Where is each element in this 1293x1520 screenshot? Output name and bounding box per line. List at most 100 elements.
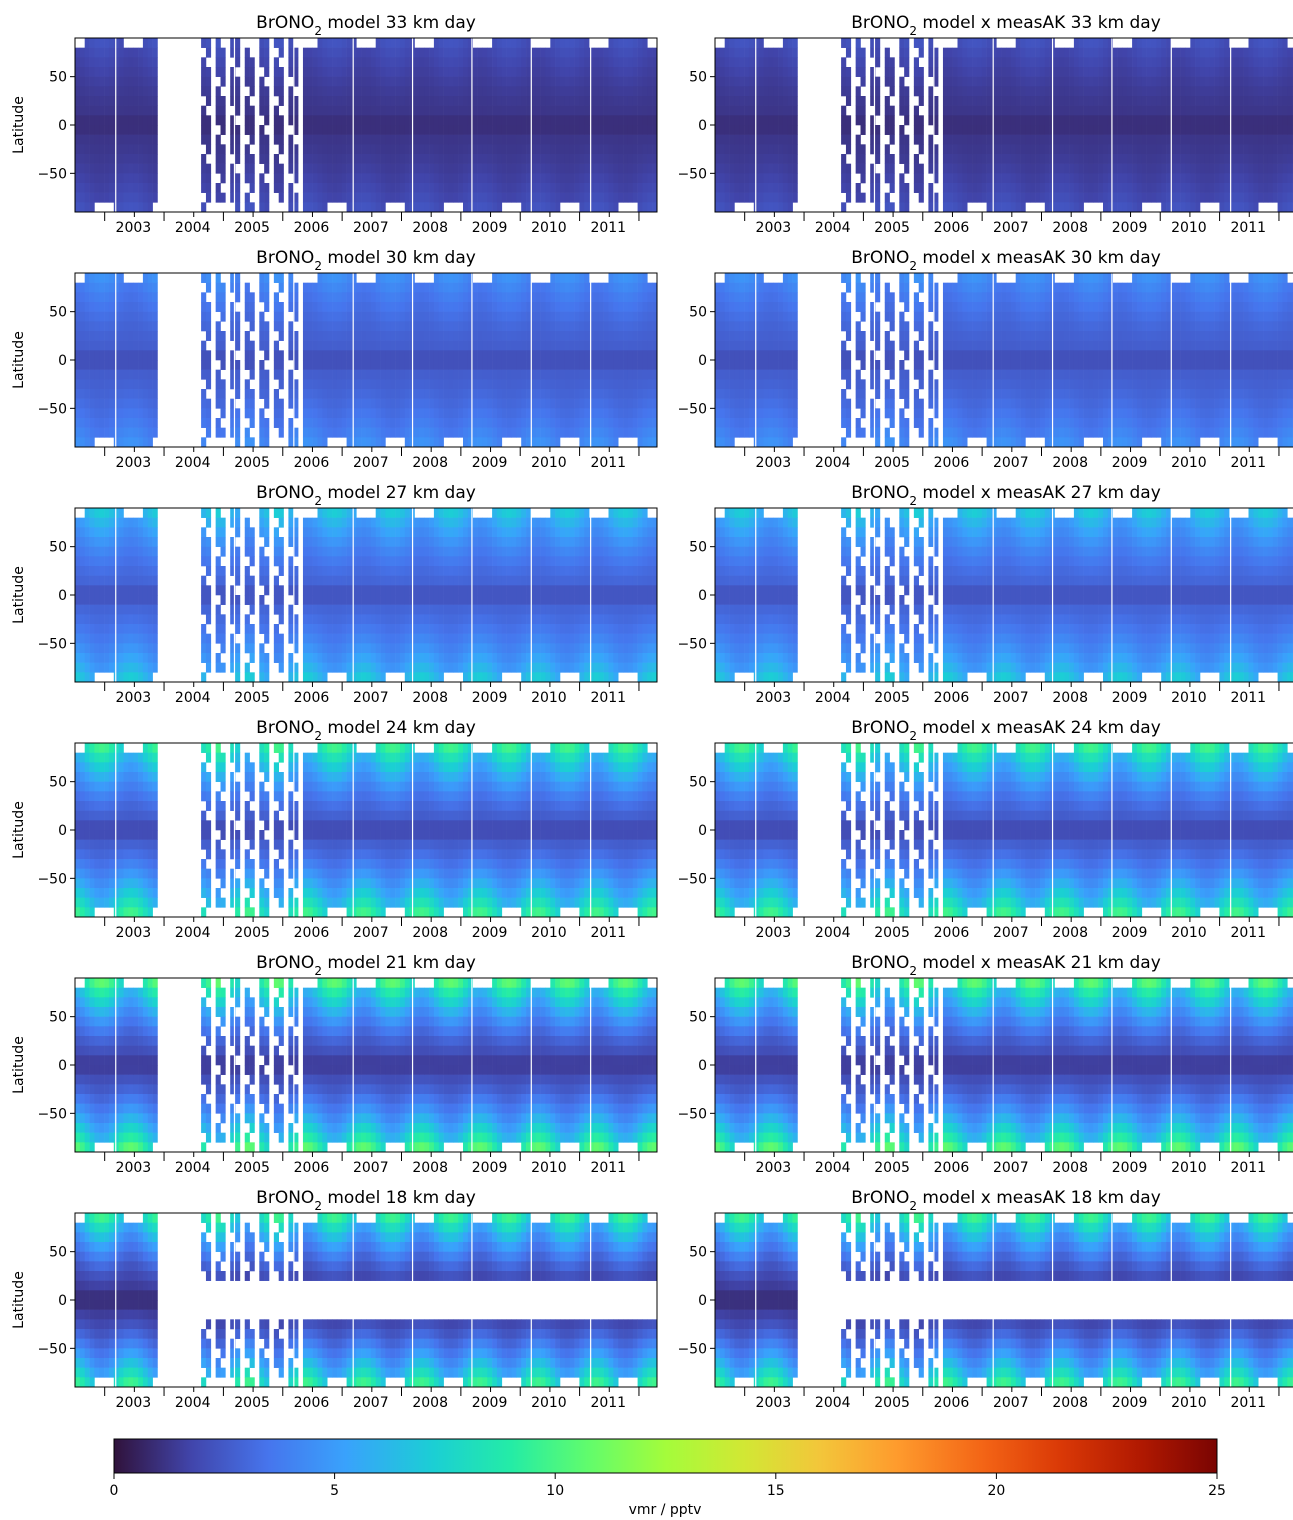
heatmap-cell <box>99 183 104 193</box>
heatmap-cell <box>216 370 221 380</box>
heatmap-cell <box>1287 48 1292 58</box>
heatmap-cell <box>899 173 904 183</box>
heatmap-cell <box>288 106 293 116</box>
heatmap-cell <box>264 350 269 360</box>
heatmap-cell <box>303 312 308 322</box>
heatmap-cell <box>1113 57 1118 67</box>
heatmap-cell <box>914 173 919 183</box>
heatmap-cell <box>216 115 221 125</box>
heatmap-cell <box>759 57 764 67</box>
heatmap-cell <box>356 399 361 409</box>
heatmap-cell <box>478 96 483 106</box>
heatmap-cell <box>565 193 570 203</box>
heatmap-cell <box>778 106 783 116</box>
heatmap-cell <box>1011 86 1016 96</box>
heatmap-cell <box>473 399 478 409</box>
heatmap-cell <box>444 193 449 203</box>
heatmap-cell <box>109 38 114 48</box>
heatmap-cell <box>361 360 366 370</box>
heatmap-cell <box>1278 57 1283 67</box>
heatmap-cell <box>279 193 284 203</box>
heatmap-cell <box>1084 86 1089 96</box>
heatmap-cell <box>371 202 376 212</box>
heatmap-cell <box>419 283 424 293</box>
heatmap-cell <box>1152 164 1157 174</box>
heatmap-cell <box>458 106 463 116</box>
heatmap-cell <box>497 370 502 380</box>
heatmap-cell <box>138 183 143 193</box>
heatmap-cell <box>1234 96 1239 106</box>
heatmap-cell <box>419 173 424 183</box>
heatmap-cell <box>322 144 327 154</box>
heatmap-cell <box>104 125 109 135</box>
heatmap-cell <box>405 399 410 409</box>
heatmap-cell <box>584 193 589 203</box>
heatmap-cell <box>1161 144 1166 154</box>
heatmap-cell <box>94 86 99 96</box>
heatmap-cell <box>575 57 580 67</box>
heatmap-cell <box>730 77 735 87</box>
heatmap-cell <box>1074 183 1079 193</box>
heatmap-cell <box>502 86 507 96</box>
heatmap-cell <box>419 437 424 447</box>
heatmap-cell <box>541 437 546 447</box>
heatmap-cell <box>1069 173 1074 183</box>
heatmap-cell <box>133 106 138 116</box>
heatmap-cell <box>390 173 395 183</box>
heatmap-cell <box>337 418 342 428</box>
heatmap-cell <box>545 360 550 370</box>
heatmap-cell <box>303 115 308 125</box>
heatmap-cell <box>279 283 284 293</box>
heatmap-cell <box>647 164 652 174</box>
heatmap-cell <box>1103 57 1108 67</box>
heatmap-cell <box>972 96 977 106</box>
heatmap-cell <box>890 115 895 125</box>
heatmap-cell <box>444 135 449 145</box>
heatmap-cell <box>303 48 308 58</box>
heatmap-cell <box>366 312 371 322</box>
heatmap-cell <box>109 96 114 106</box>
heatmap-cell <box>250 312 255 322</box>
heatmap-cell <box>1185 57 1190 67</box>
heatmap-cell <box>1258 106 1263 116</box>
heatmap-cell <box>560 96 565 106</box>
heatmap-cell <box>114 408 119 418</box>
heatmap-cell <box>303 331 308 341</box>
heatmap-cell <box>521 38 526 48</box>
heatmap-cell <box>264 273 269 283</box>
heatmap-cell <box>1181 154 1186 164</box>
heatmap-cell <box>453 350 458 360</box>
heatmap-cell <box>482 331 487 341</box>
heatmap-cell <box>1025 77 1030 87</box>
heatmap-cell <box>235 154 240 164</box>
heatmap-cell <box>914 115 919 125</box>
heatmap-cell <box>1030 135 1035 145</box>
heatmap-cell <box>982 154 987 164</box>
heatmap-cell <box>1045 106 1050 116</box>
heatmap-cell <box>497 193 502 203</box>
heatmap-cell <box>536 115 541 125</box>
heatmap-cell <box>274 125 279 135</box>
heatmap-cell <box>1244 183 1249 193</box>
heatmap-cell <box>594 125 599 135</box>
heatmap-cell <box>962 106 967 116</box>
heatmap-cell <box>550 331 555 341</box>
heatmap-cell <box>361 77 366 87</box>
heatmap-cell <box>128 67 133 77</box>
heatmap-cell <box>604 48 609 58</box>
heatmap-cell <box>1263 135 1268 145</box>
heatmap-cell <box>99 312 104 322</box>
heatmap-cell <box>259 370 264 380</box>
heatmap-cell <box>1244 67 1249 77</box>
heatmap-cell <box>512 331 517 341</box>
heatmap-cell <box>633 77 638 87</box>
heatmap-cell <box>550 154 555 164</box>
heatmap-cell <box>1001 67 1006 77</box>
heatmap-cell <box>948 57 953 67</box>
heatmap-cell <box>308 77 313 87</box>
heatmap-cell <box>318 437 323 447</box>
heatmap-cell <box>1093 115 1098 125</box>
heatmap-cell <box>148 193 153 203</box>
heatmap-cell <box>303 57 308 67</box>
heatmap-cell <box>788 154 793 164</box>
